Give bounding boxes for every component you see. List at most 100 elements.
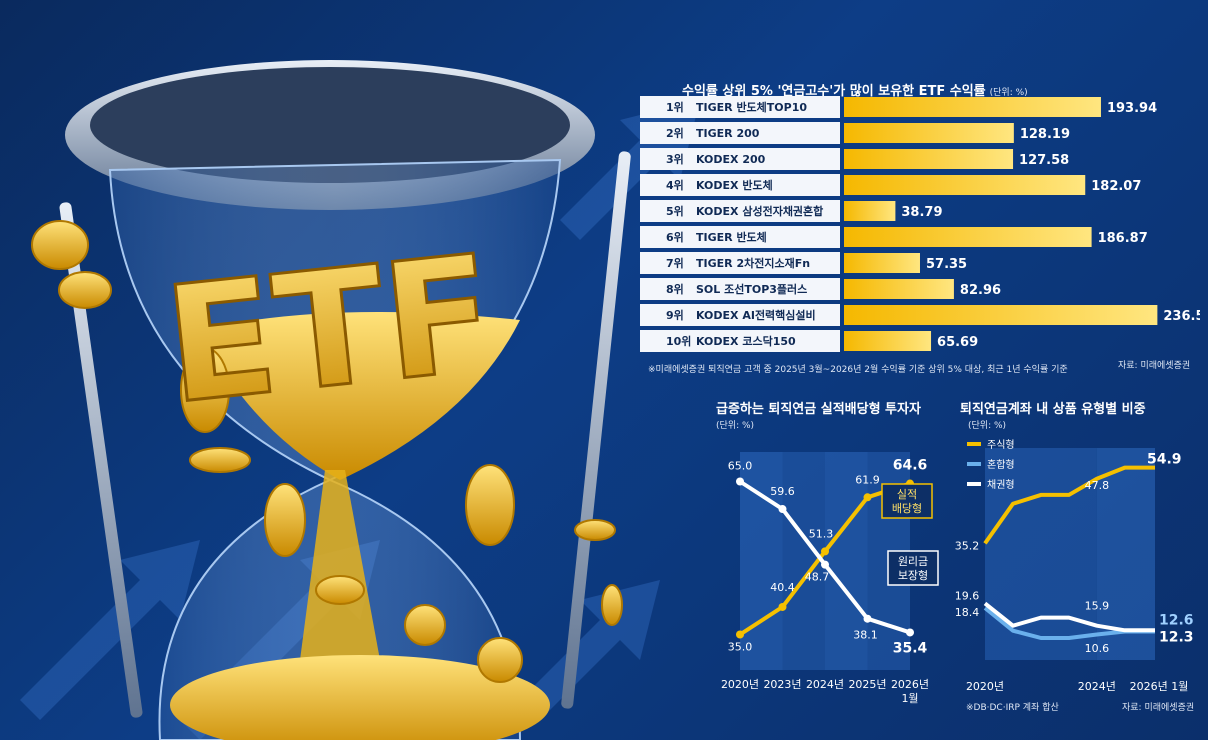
data-label: 18.4 — [955, 606, 979, 619]
rank-label: 9위 — [666, 309, 684, 322]
data-label: 10.6 — [1085, 642, 1110, 655]
right-chart-title: 퇴직연금계좌 내 상품 유형별 비중 — [960, 402, 1146, 417]
series-label: 배당형 — [892, 502, 922, 515]
return-value: 236.51 — [1163, 309, 1200, 324]
series-label: 실적 — [897, 488, 917, 501]
ranking-row-bg — [640, 96, 840, 118]
return-value: 193.94 — [1107, 101, 1157, 116]
data-label: 38.1 — [853, 629, 878, 642]
return-bar — [844, 227, 1092, 247]
x-tick-label: 2026년 1월 — [1130, 680, 1189, 693]
etf-name: TIGER 반도체TOP10 — [696, 100, 807, 114]
etf-name: TIGER 반도체 — [696, 230, 767, 244]
rank-label: 2위 — [666, 127, 684, 140]
data-point — [863, 614, 872, 623]
ranking-row-bg — [640, 200, 840, 222]
return-value: 127.58 — [1019, 153, 1069, 168]
data-label: 61.9 — [855, 473, 880, 486]
data-point — [906, 628, 914, 637]
ranking-row-bg — [640, 278, 840, 300]
return-bar — [844, 253, 920, 273]
right-chart-source: 자료: 미래에셋증권 — [1122, 703, 1195, 713]
return-bar — [844, 175, 1086, 195]
return-bar — [844, 305, 1158, 325]
data-point — [778, 505, 787, 514]
right-chart-unit: (단위: %) — [968, 421, 1007, 431]
coin-pile — [170, 655, 550, 740]
return-value: 57.35 — [926, 257, 967, 272]
svg-text:ETF: ETF — [157, 219, 502, 439]
data-point — [821, 560, 829, 569]
grid-column — [825, 452, 868, 670]
etf-name: KODEX 200 — [696, 153, 766, 166]
data-label: 65.0 — [728, 460, 753, 473]
data-label: 47.8 — [1085, 479, 1110, 492]
return-bar — [844, 149, 1014, 169]
ranking-row-bg — [640, 122, 840, 144]
series-line-0 — [983, 465, 1155, 545]
ranking-row-bg — [640, 174, 840, 196]
left-chart-title: 급증하는 퇴직연금 실적배당형 투자자 — [716, 402, 921, 417]
data-label: 35.0 — [728, 641, 753, 654]
x-tick-label: 2024년 — [1078, 680, 1116, 693]
top-chart-footnote: ※미래에셋증권 퇴직연금 고객 중 2025년 3월~2026년 2월 수익률 … — [648, 365, 1068, 375]
legend-label: 혼합형 — [987, 458, 1015, 471]
etf-name: KODEX 반도체 — [696, 178, 773, 192]
etf-name: KODEX 코스닥150 — [696, 334, 796, 348]
left-chart-unit: (단위: %) — [716, 421, 755, 431]
rank-label: 3위 — [666, 153, 684, 166]
rank-label: 10위 — [666, 335, 691, 348]
etf-return-bar-chart: 1위 TIGER 반도체TOP10 193.94 2위 TIGER 200 128.19 3… — [640, 96, 1200, 352]
x-tick-label: 2024년 — [806, 678, 844, 691]
coin-icon — [31, 220, 623, 683]
etf-name: KODEX AI전력핵심설비 — [696, 308, 816, 322]
etf-name: TIGER 2차전지소재Fn — [696, 256, 810, 270]
series-label: 보장형 — [898, 569, 928, 582]
ranking-row-bg — [640, 226, 840, 248]
return-value: 186.87 — [1098, 231, 1148, 246]
data-label: 40.4 — [770, 581, 795, 594]
data-label: 35.2 — [955, 539, 979, 552]
return-value: 128.19 — [1020, 127, 1070, 142]
rank-label: 7위 — [666, 257, 684, 270]
return-bar — [844, 97, 1101, 117]
return-bar — [844, 331, 932, 351]
rank-label: 5위 — [666, 205, 684, 218]
return-bar — [844, 201, 896, 221]
etf-name: TIGER 200 — [696, 127, 760, 140]
x-tick-label: 2023년 — [763, 678, 801, 691]
x-tick-label: 2025년 — [848, 678, 886, 691]
rank-label: 8위 — [666, 283, 684, 296]
rank-label: 4위 — [666, 179, 684, 192]
x-tick-label: 2020년 — [966, 680, 1004, 693]
right-chart-footnote: ※DB·DC·IRP 계좌 합산 — [966, 703, 1059, 713]
data-point — [863, 493, 872, 502]
rank-label: 1위 — [666, 101, 684, 114]
legend-label: 채권형 — [987, 479, 1015, 491]
top-chart-title: 수익률 상위 5% '연금고수'가 많이 보유한 ETF 수익률 (단위: %) — [682, 84, 1028, 99]
data-label: 48.7 — [805, 571, 830, 584]
grid-column — [1096, 448, 1155, 660]
ranking-row-bg — [640, 330, 840, 352]
etf-name: KODEX 삼성전자채권혼합 — [696, 204, 823, 218]
rank-label: 6위 — [666, 231, 684, 244]
data-point — [736, 477, 744, 486]
data-label: 64.6 — [893, 458, 928, 474]
return-value: 82.96 — [960, 283, 1001, 298]
etf-name: SOL 조선TOP3플러스 — [696, 282, 807, 296]
data-label: 51.3 — [809, 527, 834, 540]
ranking-row-bg — [640, 252, 840, 274]
ranking-row-bg — [640, 304, 840, 326]
data-point — [778, 602, 787, 611]
data-label: 15.9 — [1085, 600, 1110, 613]
return-value: 182.07 — [1091, 179, 1141, 194]
data-label: 35.4 — [893, 640, 928, 656]
legend-label: 주식형 — [987, 439, 1015, 451]
series-label-box — [887, 550, 939, 586]
x-tick-label: 1월 — [901, 692, 918, 705]
x-tick-label: 2020년 — [721, 678, 759, 691]
data-point — [821, 547, 829, 556]
